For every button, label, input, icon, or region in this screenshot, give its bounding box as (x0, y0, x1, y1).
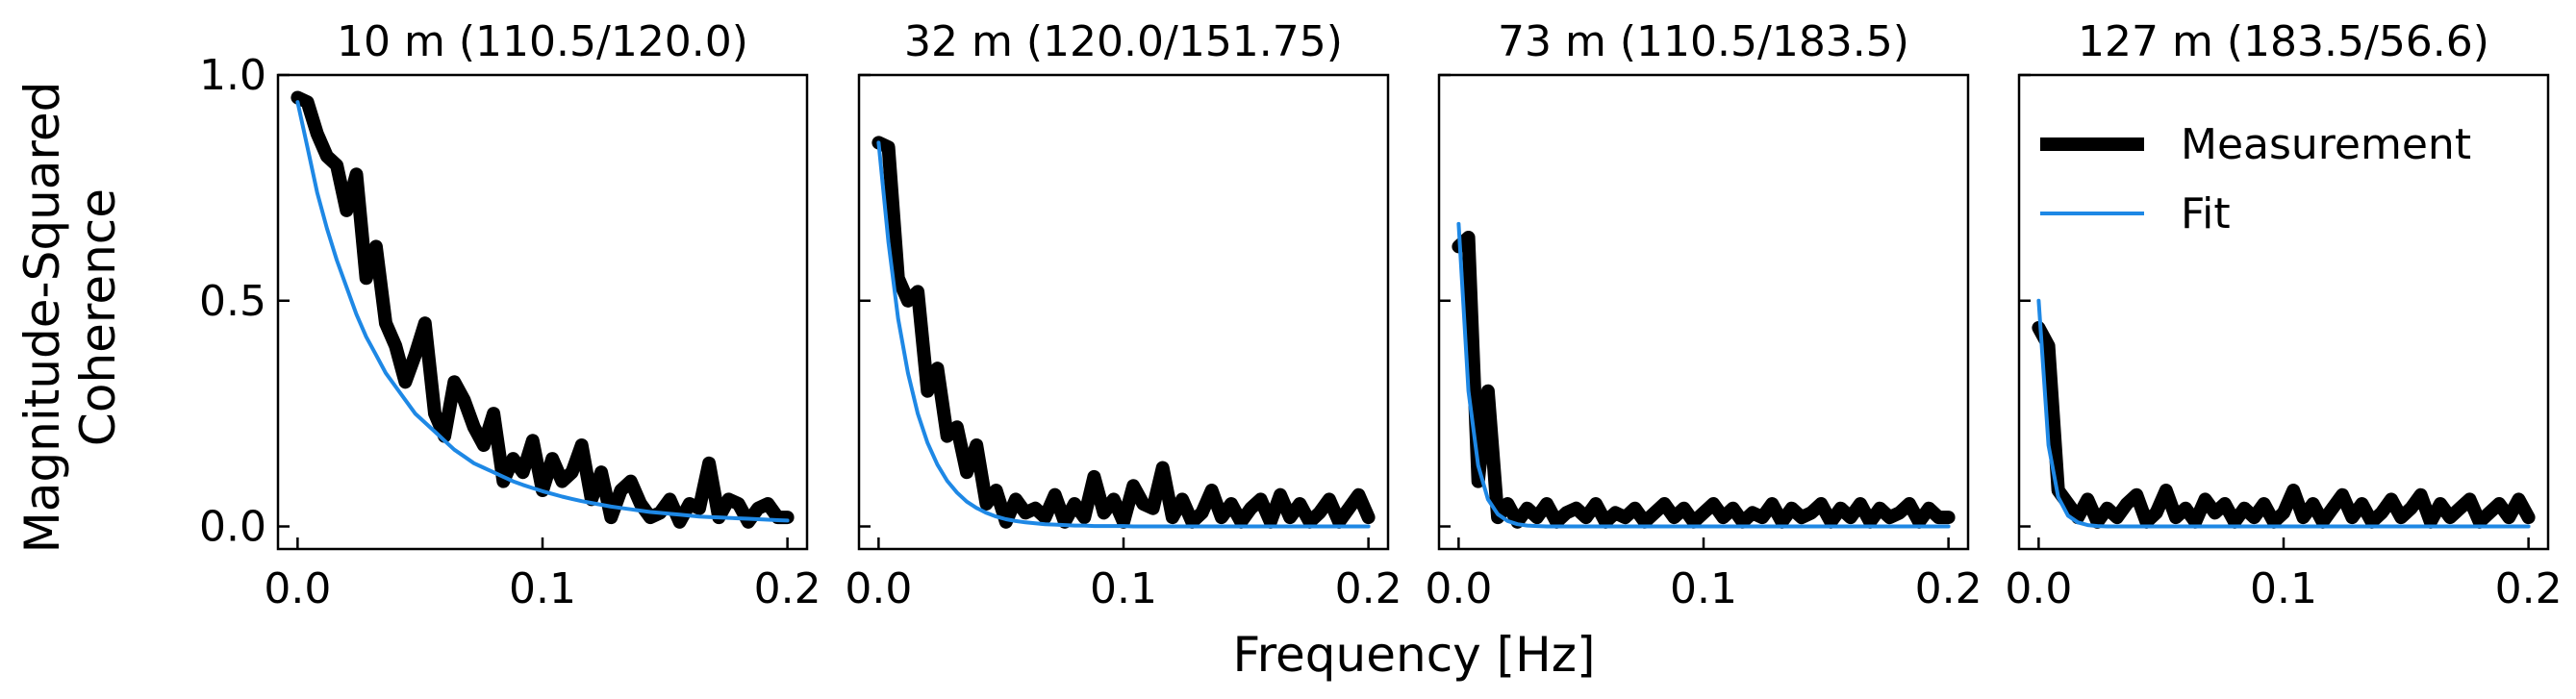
chart-panel-4: 127 m (183.5/56.6) 0.0 0.1 0.2 Measurement Fi… (2005, 17, 2562, 613)
y-tick-label: 0.5 (199, 277, 266, 326)
series-measurement-line (871, 136, 1376, 529)
y-tick-label: 1.0 (199, 51, 266, 100)
x-tick-label: 0.2 (754, 564, 821, 613)
y-axis-label: Magnitude-Squared Coherence (14, 82, 126, 554)
series-measurement-line (1452, 231, 1956, 529)
series-fit-line (295, 100, 790, 523)
series-measurement-line (2032, 320, 2536, 529)
x-tick-label: 0.1 (1090, 564, 1157, 613)
x-tick-label: 0.1 (1670, 564, 1737, 613)
y-axis-label-line2: Coherence (70, 188, 126, 446)
legend-label-fit: Fit (2181, 189, 2231, 238)
x-tick-label: 0.0 (264, 564, 331, 613)
axes-frame (857, 73, 1390, 551)
panel-title: 127 m (183.5/56.6) (2078, 17, 2489, 66)
x-tick-label: 0.2 (1915, 564, 1983, 613)
x-tick-label: 0.2 (1335, 564, 1402, 613)
x-tick-label: 0.0 (845, 564, 912, 613)
x-tick-label: 0.1 (2250, 564, 2317, 613)
series-measurement-line (290, 90, 795, 529)
panel-title: 10 m (110.5/120.0) (337, 17, 748, 66)
series-fit-line (876, 140, 1371, 529)
chart-panel-3: 73 m (110.5/183.5) 0.0 0.1 0.2 (1425, 17, 1982, 613)
y-axis-label-line1: Magnitude-Squared (14, 82, 70, 554)
y-tick-label: 0.0 (199, 503, 266, 552)
axes-frame (1437, 73, 1970, 551)
series-fit-line (2036, 298, 2531, 529)
panel-title: 32 m (120.0/151.75) (904, 17, 1343, 66)
series-fit-line (1456, 221, 1951, 529)
chart-panels: 10 m (110.5/120.0) 0.0 0.1 0.2 0.0 0.5 1.0 32 m… (199, 17, 2563, 613)
x-tick-label: 0.0 (1425, 564, 1492, 613)
x-tick-label: 0.2 (2495, 564, 2563, 613)
panel-title: 73 m (110.5/183.5) (1498, 17, 1909, 66)
x-tick-label: 0.1 (509, 564, 576, 613)
x-axis-label: Frequency [Hz] (1232, 627, 1595, 683)
legend-label-measurement: Measurement (2181, 120, 2471, 169)
chart-panel-1: 10 m (110.5/120.0) 0.0 0.1 0.2 0.0 0.5 1.0 (199, 17, 821, 613)
legend: Measurement Fit (2040, 120, 2471, 238)
x-tick-label: 0.0 (2005, 564, 2072, 613)
chart-panel-2: 32 m (120.0/151.75) 0.0 0.1 0.2 (845, 17, 1402, 613)
